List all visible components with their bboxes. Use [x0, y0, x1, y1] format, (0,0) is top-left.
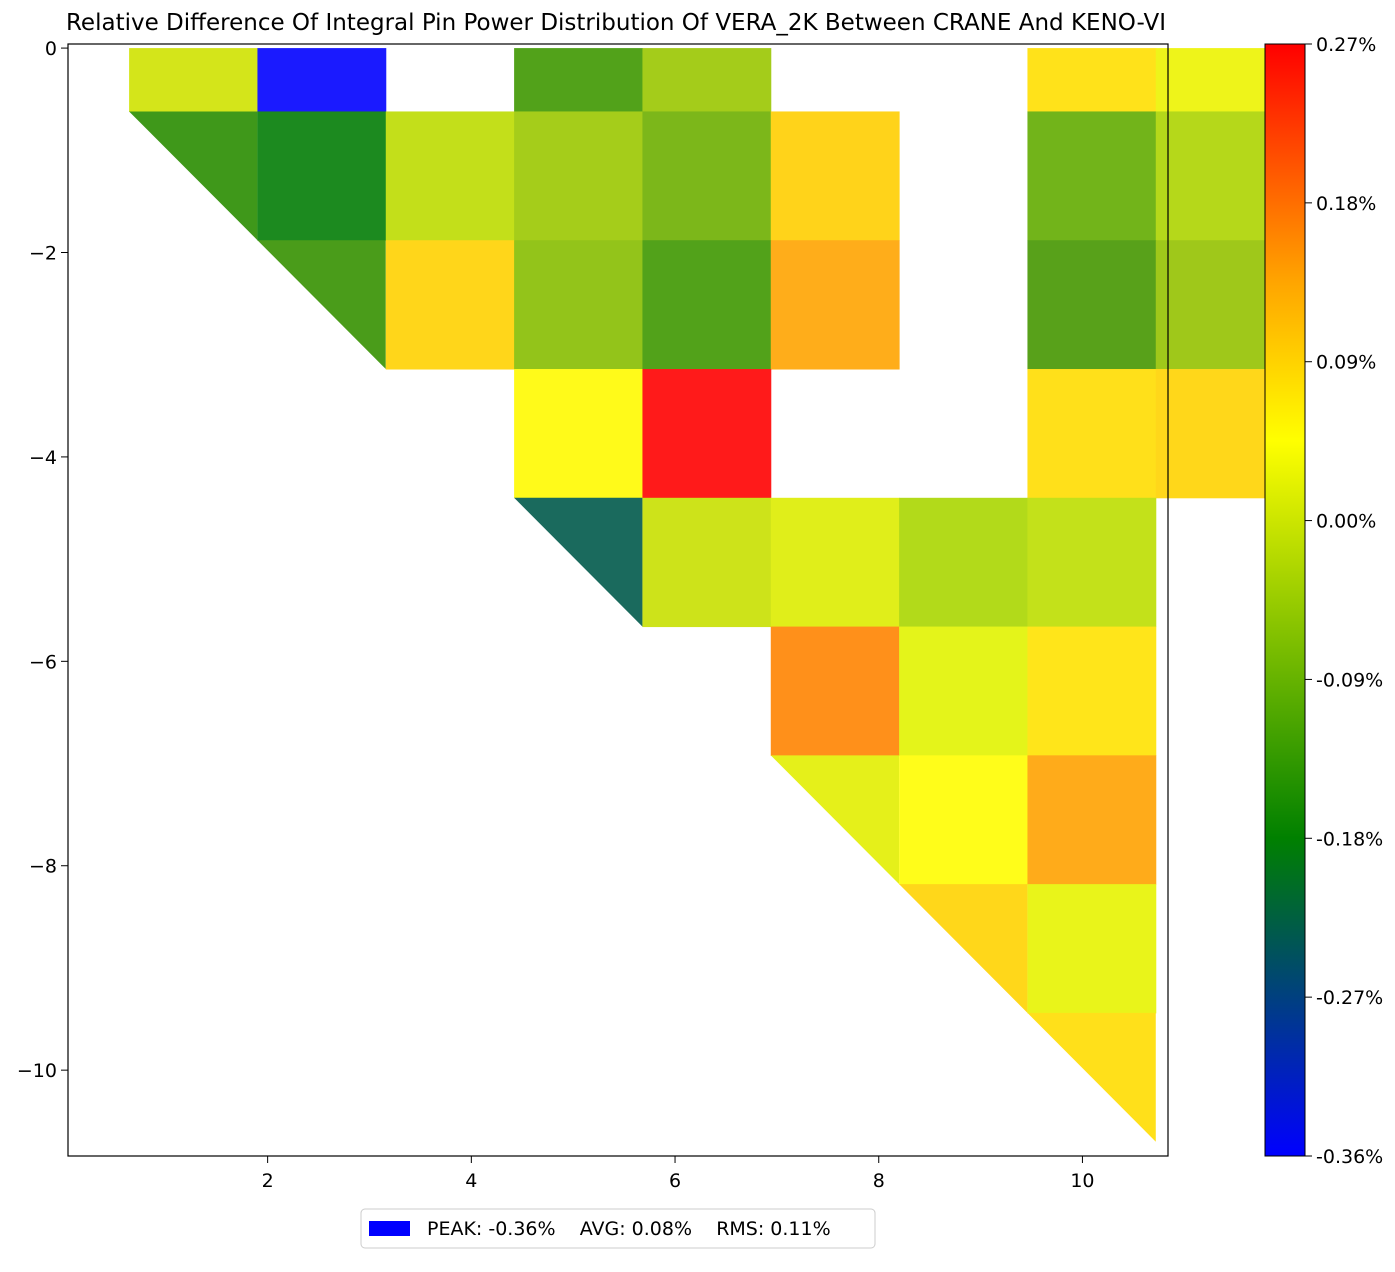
colorbar-tick-label: -0.27%	[1316, 987, 1383, 1009]
y-tick-label: −6	[29, 651, 57, 673]
x-axis: 2 4 6 8 10	[262, 1156, 1095, 1192]
heatmap-cell	[1027, 497, 1157, 628]
heatmap-cell	[770, 111, 900, 241]
heatmap-cell	[514, 369, 643, 499]
x-tick-label: 4	[465, 1170, 477, 1192]
heatmap-cell	[1155, 111, 1285, 241]
heatmap-cell	[385, 111, 515, 241]
heatmap-cell	[129, 48, 258, 112]
heatmap-cell	[770, 755, 900, 885]
x-tick-label: 8	[873, 1170, 885, 1192]
heatmap-cell	[642, 240, 772, 370]
heatmap-cell	[1155, 369, 1285, 499]
plot-frame	[67, 43, 1169, 1157]
heatmap-cell	[129, 111, 258, 241]
colorbar-tick-label: -0.09%	[1316, 669, 1383, 691]
colorbar-tick-label: -0.18%	[1316, 828, 1383, 850]
colorbar-tick-label: 0.18%	[1316, 193, 1376, 215]
heatmap-cell	[770, 626, 900, 756]
x-tick-label: 6	[669, 1170, 681, 1192]
colorbar-tick-label: 0.00%	[1316, 511, 1376, 533]
heatmap-cell	[1027, 755, 1157, 885]
y-tick-label: −2	[29, 243, 57, 265]
y-axis: 0 −2 −4 −6 −8 −10	[17, 38, 68, 1082]
legend: PEAK: -0.36% AVG: 0.08% RMS: 0.11%	[360, 1208, 876, 1249]
heatmap-cell	[899, 626, 1028, 756]
heatmap-cells	[129, 48, 1285, 1142]
heatmap-cell	[257, 48, 387, 112]
heatmap-cell	[642, 48, 772, 112]
heatmap-cell	[642, 369, 772, 499]
heatmap-cell	[1155, 48, 1285, 112]
heatmap-cell	[1027, 1012, 1156, 1142]
x-tick-label: 2	[262, 1170, 274, 1192]
chart-title: Relative Difference Of Integral Pin Powe…	[66, 10, 1166, 36]
heatmap-cell	[1027, 369, 1157, 499]
colorbar-tick-label: 0.09%	[1316, 352, 1376, 374]
heatmap-cell	[514, 240, 643, 370]
heatmap-cell	[514, 497, 643, 627]
heatmap-cell	[1027, 884, 1157, 1014]
colorbar-ticks: 0.27% 0.18% 0.09% 0.00% -0.09% -0.18% -0.27% -0…	[1305, 34, 1383, 1168]
heatmap-cell	[1027, 626, 1157, 756]
heatmap-cell	[642, 111, 772, 241]
colorbar-tick-label: -0.36%	[1316, 1146, 1383, 1168]
heatmap-cell	[899, 755, 1028, 885]
x-tick-label: 10	[1070, 1170, 1094, 1192]
heatmap-cell	[514, 111, 643, 241]
heatmap-cell	[1027, 48, 1157, 112]
heatmap-cell	[642, 497, 772, 628]
y-tick-label: −4	[29, 447, 57, 469]
heatmap-cell	[899, 884, 1028, 1013]
y-tick-label: −10	[17, 1060, 57, 1082]
legend-frame	[360, 1208, 876, 1249]
heatmap-cell	[770, 240, 900, 370]
heatmap-cell	[514, 48, 643, 112]
y-tick-label: 0	[45, 38, 57, 60]
heatmap-cell	[899, 497, 1028, 628]
legend-swatch	[369, 1221, 410, 1236]
colorbar-tick-label: 0.27%	[1316, 34, 1376, 56]
heatmap-cell	[257, 111, 387, 241]
heatmap-cell	[770, 497, 900, 628]
legend-label: PEAK: -0.36% AVG: 0.08% RMS: 0.11%	[427, 1218, 831, 1240]
heatmap-cell	[1027, 111, 1157, 241]
heatmap-cell	[1155, 240, 1285, 370]
heatmap-cell	[385, 240, 515, 370]
heatmap-cell	[1027, 240, 1157, 370]
y-tick-label: −8	[29, 856, 57, 878]
heatmap-cell	[257, 240, 386, 370]
colorbar	[1264, 43, 1306, 1157]
